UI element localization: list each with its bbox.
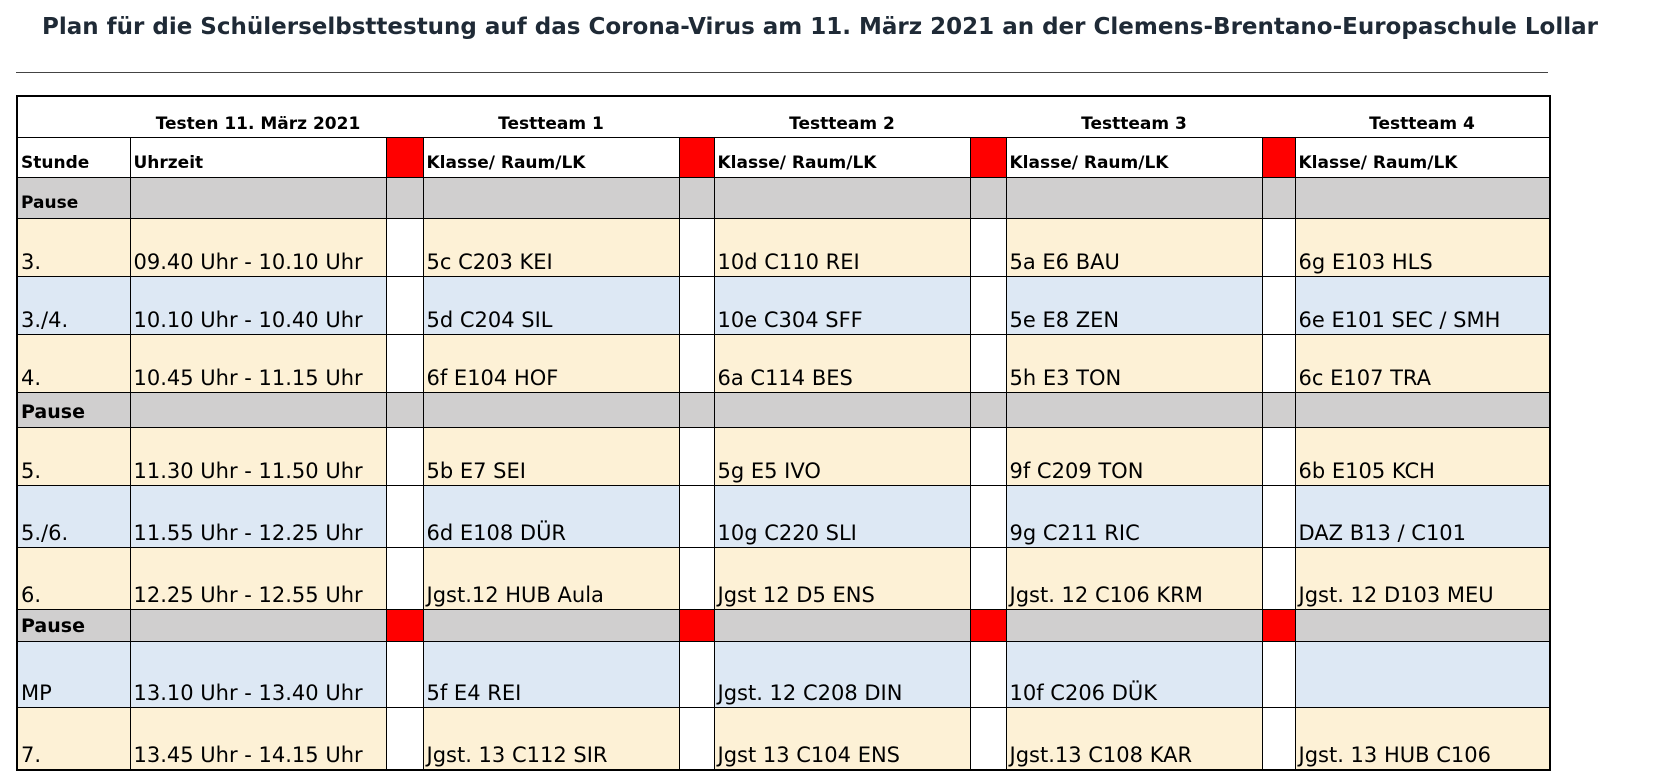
red-marker bbox=[1261, 137, 1296, 178]
divider bbox=[16, 72, 1548, 73]
team-4-cell: 6g E103 HLS bbox=[1294, 218, 1551, 277]
stunde-cell: 3./4. bbox=[16, 276, 131, 335]
stunde-cell: 5./6. bbox=[16, 485, 131, 548]
team-3-cell: 9g C211 RIC bbox=[1005, 485, 1263, 548]
team-3-cell: 10f C206 DÜK bbox=[1005, 641, 1263, 708]
table-row: 3. 09.40 Uhr - 10.10 Uhr 5c C203 KEI 10d… bbox=[16, 218, 1551, 277]
pause-label: Pause bbox=[16, 609, 131, 642]
col-klasse-4: Klasse/ Raum/LK bbox=[1294, 137, 1551, 178]
col-klasse-3: Klasse/ Raum/LK bbox=[1005, 137, 1263, 178]
pause-row: Pause bbox=[16, 177, 1551, 219]
table-row: 7. 13.45 Uhr - 14.15 Uhr Jgst. 13 C112 S… bbox=[16, 707, 1551, 771]
team-3-cell: Jgst. 12 C106 KRM bbox=[1005, 547, 1263, 610]
team-1-cell: 6f E104 HOF bbox=[422, 334, 680, 393]
team-3-cell: 5e E8 ZEN bbox=[1005, 276, 1263, 335]
team-4-cell: 6e E101 SEC / SMH bbox=[1294, 276, 1551, 335]
red-marker bbox=[969, 609, 1007, 642]
stunde-cell: 4. bbox=[16, 334, 131, 393]
stunde-cell: MP bbox=[16, 641, 131, 708]
stunde-cell: 3. bbox=[16, 218, 131, 277]
date-label: Testen 11. März 2021 bbox=[130, 95, 386, 138]
pause-row: Pause bbox=[16, 392, 1551, 428]
team-4-cell: DAZ B13 / C101 bbox=[1294, 485, 1551, 548]
team-2-label: Testteam 2 bbox=[714, 95, 970, 138]
team-3-cell: 5h E3 TON bbox=[1005, 334, 1263, 393]
team-2-cell: 10g C220 SLI bbox=[713, 485, 971, 548]
team-2-cell: Jgst 12 D5 ENS bbox=[713, 547, 971, 610]
pause-label: Pause bbox=[16, 177, 131, 219]
team-3-cell: 5a E6 BAU bbox=[1005, 218, 1263, 277]
team-1-cell: Jgst. 13 C112 SIR bbox=[422, 707, 680, 771]
team-1-cell: 5b E7 SEI bbox=[422, 427, 680, 486]
team-2-cell: 10d C110 REI bbox=[713, 218, 971, 277]
team-4-cell: 6b E105 KCH bbox=[1294, 427, 1551, 486]
uhrzeit-cell: 11.30 Uhr - 11.50 Uhr bbox=[129, 427, 387, 486]
red-marker bbox=[385, 609, 424, 642]
team-2-cell: Jgst 13 C104 ENS bbox=[713, 707, 971, 771]
table-row: 5. 11.30 Uhr - 11.50 Uhr 5b E7 SEI 5g E5… bbox=[16, 427, 1551, 486]
table-row: 5./6. 11.55 Uhr - 12.25 Uhr 6d E108 DÜR … bbox=[16, 485, 1551, 548]
table-row: 3./4. 10.10 Uhr - 10.40 Uhr 5d C204 SIL … bbox=[16, 276, 1551, 335]
uhrzeit-cell: 10.45 Uhr - 11.15 Uhr bbox=[129, 334, 387, 393]
col-klasse-2: Klasse/ Raum/LK bbox=[713, 137, 971, 178]
team-4-label: Testteam 4 bbox=[1295, 95, 1550, 138]
team-1-cell: 5c C203 KEI bbox=[422, 218, 680, 277]
team-3-cell: 9f C209 TON bbox=[1005, 427, 1263, 486]
red-marker bbox=[969, 137, 1007, 178]
uhrzeit-cell: 09.40 Uhr - 10.10 Uhr bbox=[129, 218, 387, 277]
team-4-cell bbox=[1294, 641, 1551, 708]
col-stunde: Stunde bbox=[16, 137, 131, 178]
stunde-cell: 7. bbox=[16, 707, 131, 771]
team-4-cell: Jgst. 12 D103 MEU bbox=[1294, 547, 1551, 610]
uhrzeit-cell: 12.25 Uhr - 12.55 Uhr bbox=[129, 547, 387, 610]
page-title: Plan für die Schülerselbsttestung auf da… bbox=[41, 14, 1598, 40]
team-2-cell: Jgst. 12 C208 DIN bbox=[713, 641, 971, 708]
team-1-cell: 5f E4 REI bbox=[422, 641, 680, 708]
team-2-cell: 6a C114 BES bbox=[713, 334, 971, 393]
team-1-cell: 6d E108 DÜR bbox=[422, 485, 680, 548]
red-marker bbox=[678, 137, 715, 178]
team-1-cell: 5d C204 SIL bbox=[422, 276, 680, 335]
col-klasse-1: Klasse/ Raum/LK bbox=[422, 137, 680, 178]
team-3-label: Testteam 3 bbox=[1006, 95, 1262, 138]
uhrzeit-cell: 10.10 Uhr - 10.40 Uhr bbox=[129, 276, 387, 335]
red-marker bbox=[385, 137, 424, 178]
team-1-label: Testteam 1 bbox=[423, 95, 679, 138]
pause-row: Pause bbox=[16, 609, 1551, 642]
header-row-columns: Stunde Uhrzeit Klasse/ Raum/LK Klasse/ R… bbox=[16, 137, 1551, 178]
table-row: 4. 10.45 Uhr - 11.15 Uhr 6f E104 HOF 6a … bbox=[16, 334, 1551, 393]
red-marker bbox=[1261, 609, 1296, 642]
team-2-cell: 5g E5 IVO bbox=[713, 427, 971, 486]
header-row-teams: Testen 11. März 2021 Testteam 1 Testteam… bbox=[17, 95, 1550, 138]
test-schedule-table: Testen 11. März 2021 Testteam 1 Testteam… bbox=[16, 95, 1551, 771]
team-4-cell: 6c E107 TRA bbox=[1294, 334, 1551, 393]
stunde-cell: 6. bbox=[16, 547, 131, 610]
uhrzeit-cell: 11.55 Uhr - 12.25 Uhr bbox=[129, 485, 387, 548]
col-uhrzeit: Uhrzeit bbox=[129, 137, 387, 178]
team-4-cell: Jgst. 13 HUB C106 bbox=[1294, 707, 1551, 771]
stunde-cell: 5. bbox=[16, 427, 131, 486]
pause-label: Pause bbox=[16, 392, 131, 428]
uhrzeit-cell: 13.10 Uhr - 13.40 Uhr bbox=[129, 641, 387, 708]
table-row: MP 13.10 Uhr - 13.40 Uhr 5f E4 REI Jgst.… bbox=[16, 641, 1551, 708]
table-row: 6. 12.25 Uhr - 12.55 Uhr Jgst.12 HUB Aul… bbox=[16, 547, 1551, 610]
red-marker bbox=[678, 609, 715, 642]
team-1-cell: Jgst.12 HUB Aula bbox=[422, 547, 680, 610]
team-3-cell: Jgst.13 C108 KAR bbox=[1005, 707, 1263, 771]
uhrzeit-cell: 13.45 Uhr - 14.15 Uhr bbox=[129, 707, 387, 771]
team-2-cell: 10e C304 SFF bbox=[713, 276, 971, 335]
